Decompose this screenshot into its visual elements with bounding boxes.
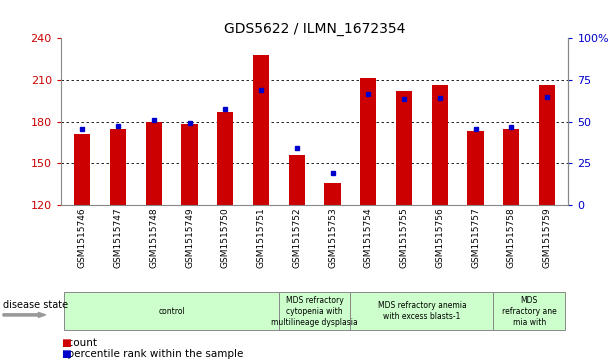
Text: percentile rank within the sample: percentile rank within the sample [61, 349, 243, 359]
Text: GSM1515755: GSM1515755 [399, 208, 409, 268]
FancyBboxPatch shape [64, 292, 279, 330]
Text: ■: ■ [61, 338, 71, 348]
Title: GDS5622 / ILMN_1672354: GDS5622 / ILMN_1672354 [224, 22, 406, 36]
FancyBboxPatch shape [350, 292, 494, 330]
Text: GSM1515747: GSM1515747 [114, 208, 122, 268]
Text: MDS refractory
cytopenia with
multilineage dysplasia: MDS refractory cytopenia with multilinea… [271, 296, 358, 327]
Text: disease state: disease state [3, 300, 68, 310]
Text: GSM1515749: GSM1515749 [185, 208, 194, 268]
Text: GSM1515753: GSM1515753 [328, 208, 337, 268]
Bar [181, 125, 198, 205]
Bar [146, 122, 162, 205]
Bar [74, 134, 91, 205]
Bar [110, 129, 126, 205]
Text: MDS
refractory ane
mia with: MDS refractory ane mia with [502, 296, 556, 327]
Bar [289, 155, 305, 205]
Text: GSM1515759: GSM1515759 [542, 208, 551, 268]
Bar [325, 183, 340, 205]
Bar [432, 85, 448, 205]
Text: ■: ■ [61, 349, 71, 359]
Text: GSM1515754: GSM1515754 [364, 208, 373, 268]
Bar [468, 131, 483, 205]
Text: MDS refractory anemia
with excess blasts-1: MDS refractory anemia with excess blasts… [378, 301, 466, 321]
Bar [503, 129, 519, 205]
Bar [217, 112, 233, 205]
Text: GSM1515751: GSM1515751 [257, 208, 266, 268]
Bar [539, 85, 555, 205]
FancyBboxPatch shape [279, 292, 350, 330]
Text: count: count [61, 338, 97, 348]
Text: control: control [158, 307, 185, 316]
Bar [360, 78, 376, 205]
FancyBboxPatch shape [494, 292, 565, 330]
Text: GSM1515757: GSM1515757 [471, 208, 480, 268]
Bar [396, 91, 412, 205]
Text: GSM1515746: GSM1515746 [78, 208, 87, 268]
Text: GSM1515752: GSM1515752 [292, 208, 301, 268]
Text: GSM1515758: GSM1515758 [507, 208, 516, 268]
Text: GSM1515748: GSM1515748 [149, 208, 158, 268]
Text: GSM1515756: GSM1515756 [435, 208, 444, 268]
Bar [253, 55, 269, 205]
Text: GSM1515750: GSM1515750 [221, 208, 230, 268]
